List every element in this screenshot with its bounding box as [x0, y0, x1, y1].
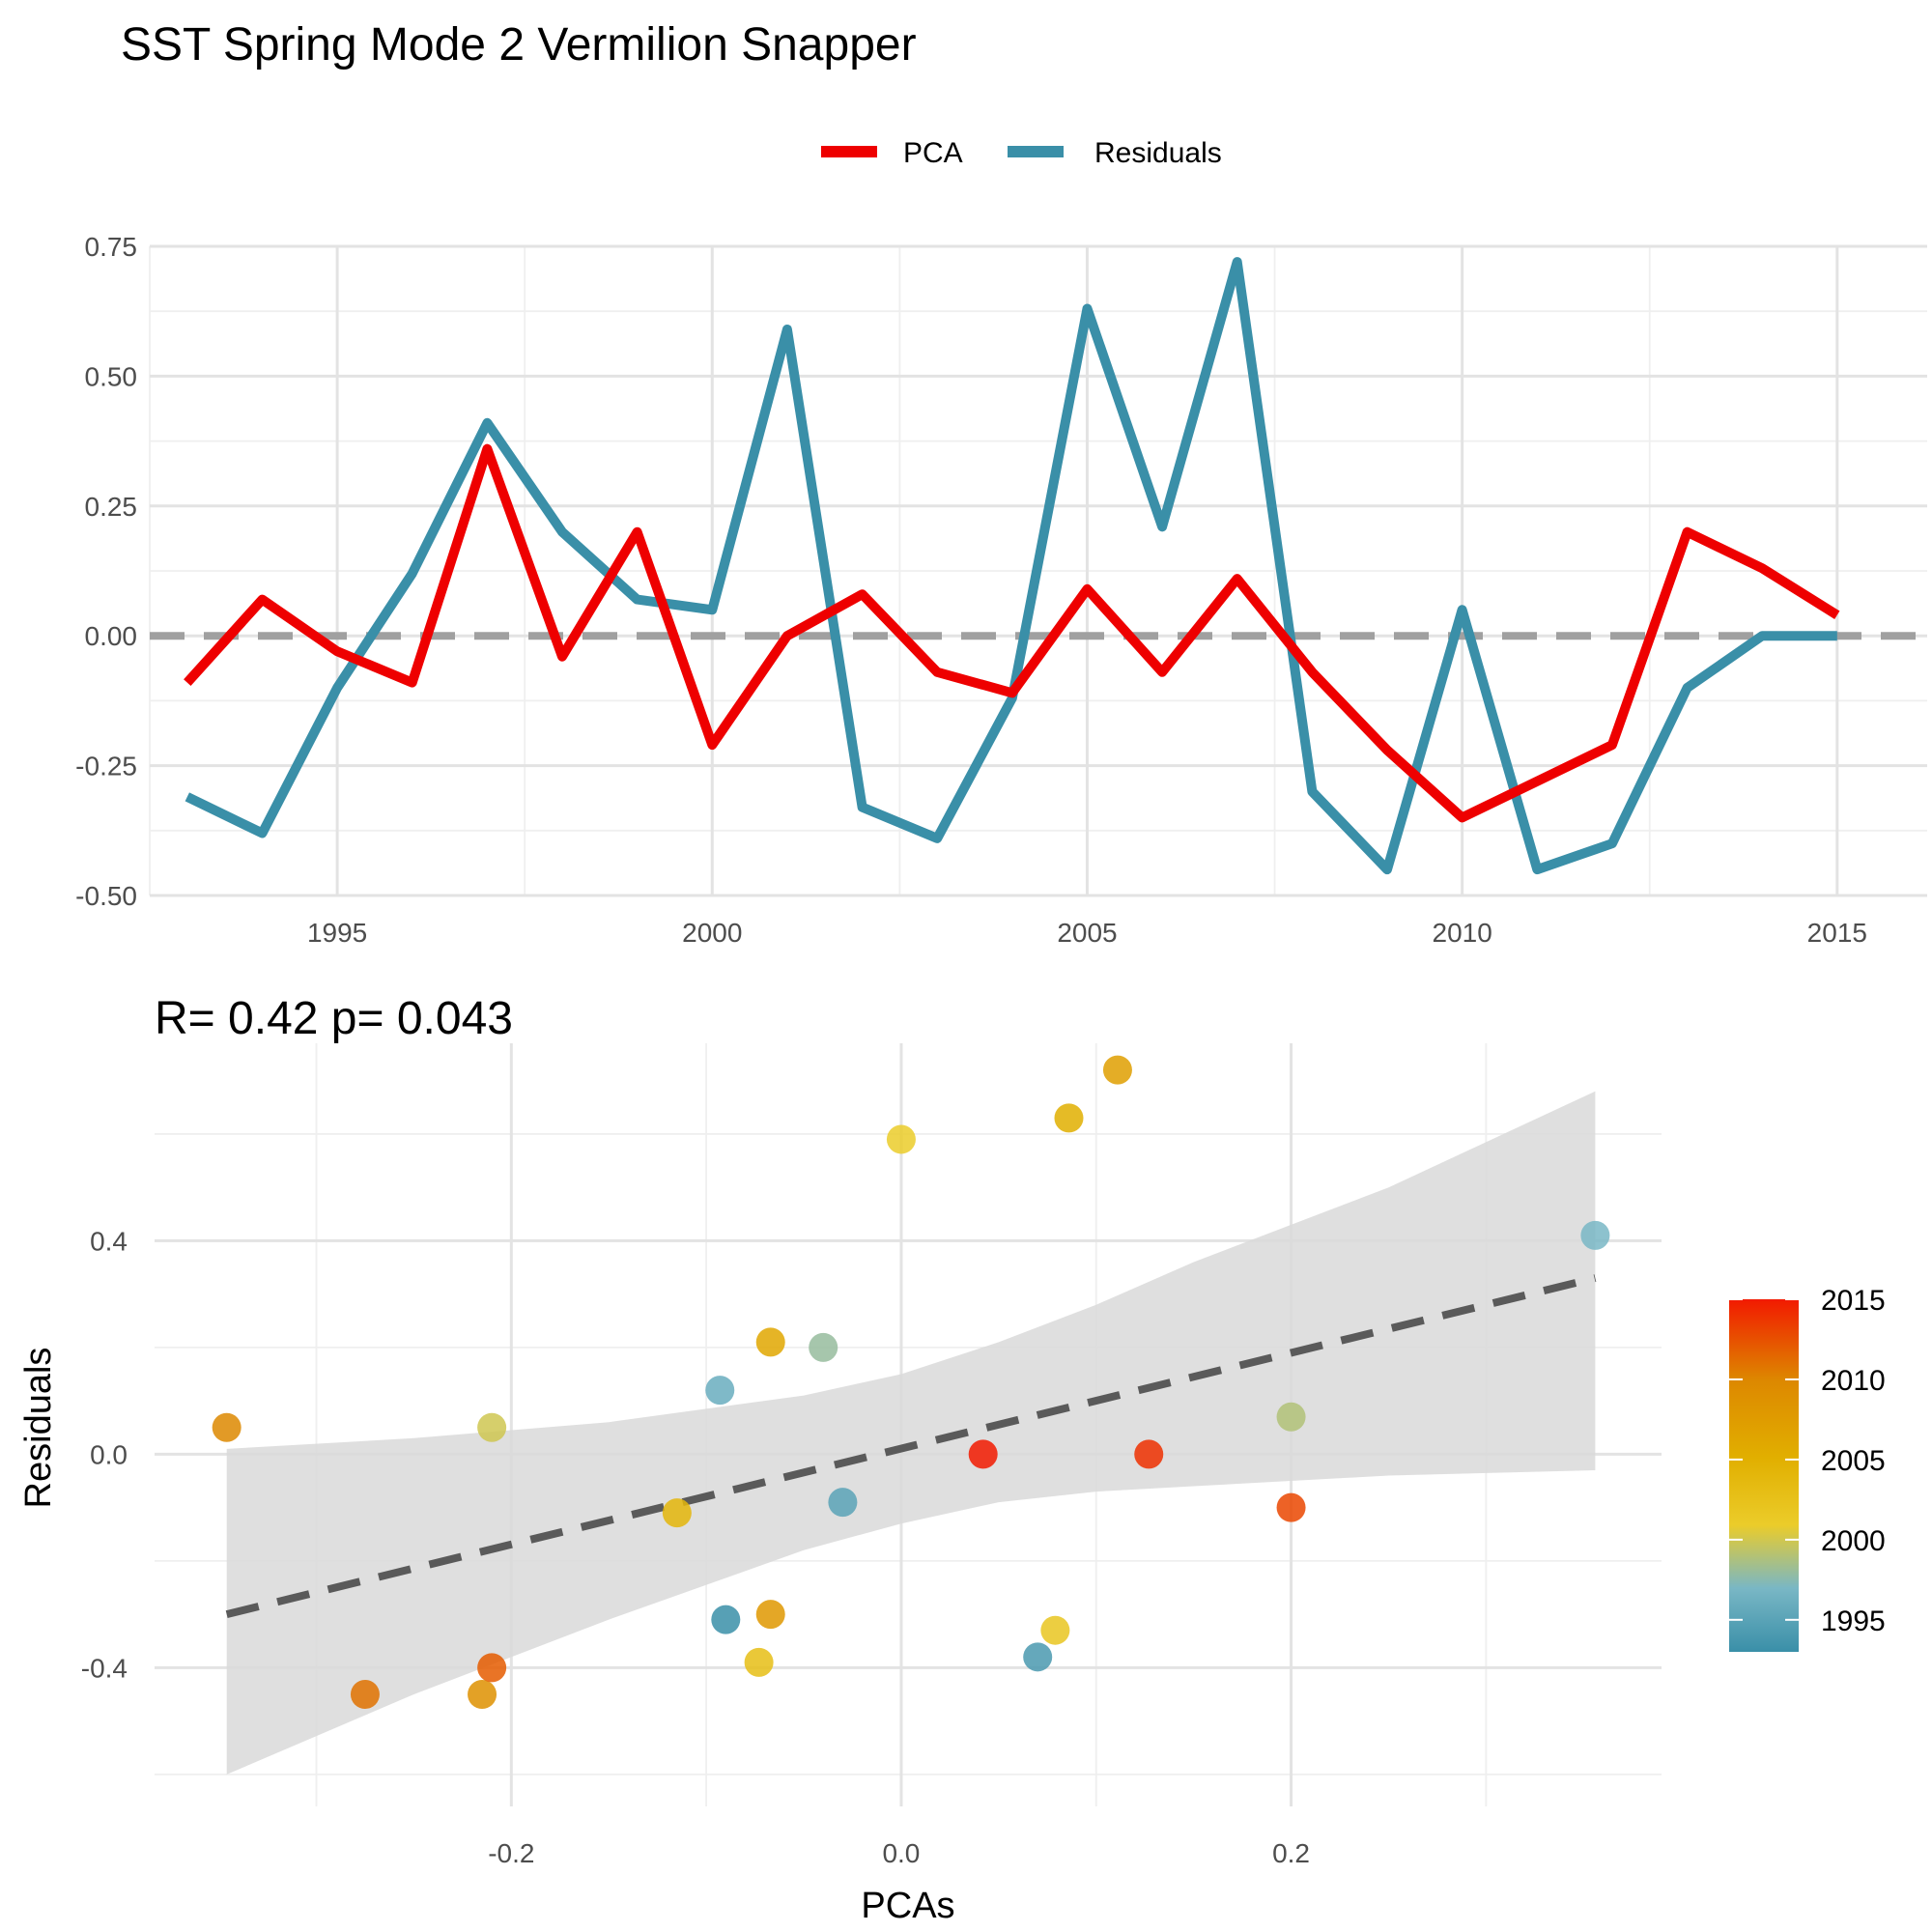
colorbar: 2015 2010 2005 2000 1995 [1729, 1285, 1886, 1652]
top-x-tick-label: 2000 [682, 918, 742, 948]
x-axis-title: PCAs [861, 1886, 954, 1926]
top-grid [149, 244, 1927, 897]
colorbar-gradient [1729, 1299, 1799, 1652]
colorbar-ticks: 2015 2010 2005 2000 1995 [1729, 1285, 1886, 1637]
top-x-tick-label: 1995 [307, 918, 367, 948]
top-x-tick-label: 2005 [1057, 918, 1117, 948]
scatter-point [1134, 1439, 1164, 1469]
regression-line [225, 1274, 1597, 1619]
scatter-point [809, 1332, 838, 1362]
scatter-point [705, 1376, 735, 1406]
bottom-y-tick-label: -0.4 [81, 1653, 128, 1683]
top-x-tick-label: 2015 [1807, 918, 1867, 948]
scatter-point [1276, 1492, 1306, 1522]
scatter-points [212, 1055, 1610, 1709]
top-y-tick-labels: -0.50 -0.25 0.00 0.25 0.50 0.75 [75, 232, 137, 911]
colorbar-tick-label: 2010 [1821, 1365, 1886, 1397]
scatter-point [662, 1498, 692, 1528]
top-x-tick-labels: 1995 2000 2005 2010 2015 [307, 918, 1867, 948]
colorbar-tick-label: 2015 [1821, 1285, 1886, 1317]
correlation-stats: R= 0.42 p= 0.043 [155, 993, 513, 1044]
confidence-band [226, 1091, 1596, 1775]
scatter-point [1276, 1402, 1306, 1432]
bottom-plot: -0.4 0.0 0.4 -0.2 0.0 0.2 PCAs Residuals [18, 1043, 1662, 1926]
top-y-tick-label: 0.25 [85, 492, 138, 522]
y-axis-title: Residuals [18, 1348, 59, 1509]
colorbar-tick-label: 2000 [1821, 1525, 1886, 1557]
scatter-point [886, 1124, 916, 1154]
top-y-tick-label: 0.75 [85, 232, 138, 262]
bottom-y-tick-labels: -0.4 0.0 0.4 [81, 1226, 128, 1683]
scatter-point [1023, 1642, 1053, 1672]
top-x-tick-label: 2010 [1433, 918, 1492, 948]
scatter-point [477, 1412, 507, 1442]
scatter-point [755, 1600, 785, 1630]
bottom-x-tick-labels: -0.2 0.0 0.2 [488, 1838, 1310, 1868]
colorbar-tick-label: 1995 [1821, 1605, 1886, 1637]
colorbar-tick-label: 2005 [1821, 1445, 1886, 1477]
scatter-point [350, 1679, 380, 1709]
scatter-point [477, 1653, 507, 1683]
scatter-point [212, 1412, 242, 1442]
bottom-y-tick-label: 0.0 [90, 1439, 128, 1469]
scatter-point [1102, 1055, 1132, 1085]
bottom-y-tick-label: 0.4 [90, 1226, 128, 1256]
top-y-tick-label: -0.25 [75, 752, 137, 781]
scatter-point [468, 1679, 497, 1709]
series-line-pca [184, 443, 1840, 823]
scatter-point [1040, 1615, 1070, 1645]
bottom-x-tick-label: 0.2 [1272, 1838, 1310, 1868]
legend-label-pca: PCA [903, 137, 963, 169]
top-y-tick-label: 0.50 [85, 361, 138, 391]
scatter-point [711, 1605, 741, 1634]
top-y-tick-label: 0.00 [85, 621, 138, 651]
chart-title: SST Spring Mode 2 Vermilion Snapper [121, 19, 917, 71]
legend: PCA Residuals [821, 137, 1222, 169]
scatter-point [744, 1647, 774, 1677]
scatter-point [968, 1439, 998, 1469]
bottom-x-tick-label: -0.2 [488, 1838, 534, 1868]
bottom-x-tick-label: 0.0 [882, 1838, 920, 1868]
scatter-point [755, 1327, 785, 1357]
scatter-point [828, 1488, 858, 1518]
top-y-tick-label: -0.50 [75, 881, 137, 911]
top-plot: -0.50 -0.25 0.00 0.25 0.50 0.75 1995 2000 2005 2… [75, 232, 1927, 948]
scatter-point [1054, 1103, 1084, 1133]
legend-label-residuals: Residuals [1094, 137, 1222, 169]
scatter-point [1580, 1220, 1610, 1250]
series-line-residuals [185, 257, 1837, 875]
